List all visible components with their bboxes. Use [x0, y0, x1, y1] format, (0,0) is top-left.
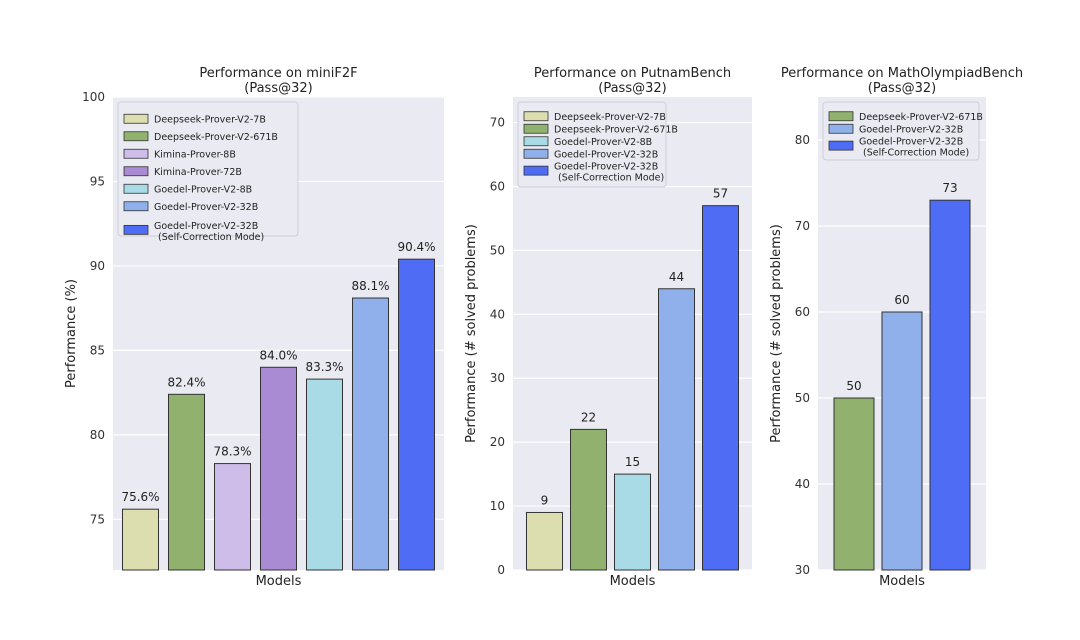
legend-label: Goedel-Prover-V2-32B (Self-Correction Mod…	[154, 221, 264, 243]
bar	[570, 428, 607, 571]
legend-label: Goedel-Prover-V2-8B	[154, 184, 252, 195]
chart-title: Performance on PutnamBench	[534, 66, 731, 81]
bar	[526, 511, 563, 571]
bar-value-label: 60	[894, 293, 909, 307]
x-axis-label: Models	[610, 574, 656, 589]
x-axis-label: Models	[256, 574, 302, 589]
chart-subtitle: (Pass@32)	[868, 81, 936, 96]
chart-panel-1: 75 80 85 90 95 100 75.6% 82.4% 78.3% 84.0% 83.3% 88…	[64, 66, 444, 589]
y-tick-label: 75	[90, 512, 105, 526]
bar-value-label: 73	[942, 181, 957, 195]
chart-subtitle: (Pass@32)	[598, 81, 666, 96]
bar-value-label: 78.3%	[213, 445, 251, 459]
legend-box	[822, 101, 980, 161]
bar-value-label: 90.4%	[397, 240, 435, 254]
bar	[352, 297, 389, 571]
y-axis-label: Performance (# solved problems)	[464, 224, 479, 443]
legend-label: Deepseek-Prover-V2-671B	[554, 124, 678, 135]
y-tick-label: 80	[795, 133, 810, 147]
bar-value-label: 84.0%	[259, 348, 297, 362]
bar-value-label: 88.1%	[351, 279, 389, 293]
legend-label: Deepseek-Prover-V2-671B	[859, 112, 983, 123]
y-tick-label: 10	[490, 499, 505, 513]
legend-swatch	[828, 123, 854, 134]
bar	[168, 393, 205, 571]
y-tick-label: 50	[490, 243, 505, 257]
legend-swatch	[523, 111, 549, 122]
bar	[614, 473, 651, 571]
legend-label: Goedel-Prover-V2-32B (Self-Correction Mod…	[859, 137, 969, 159]
bar-value-label: 83.3%	[305, 360, 343, 374]
y-tick-label: 95	[90, 174, 105, 188]
legend-label: Goedel-Prover-V2-32B	[859, 124, 963, 135]
legend-swatch	[123, 166, 149, 177]
legend-swatch	[123, 131, 149, 142]
legend-swatch	[123, 183, 149, 194]
y-tick-label: 80	[90, 428, 105, 442]
legend-label: Kimina-Prover-72B	[154, 167, 242, 178]
y-tick-label: 70	[490, 116, 505, 130]
chart-title: Performance on MathOlympiadBench	[781, 66, 1023, 81]
legend-swatch	[523, 148, 549, 159]
x-axis-label: Models	[879, 574, 925, 589]
bar	[658, 288, 695, 571]
chart-subtitle: (Pass@32)	[244, 81, 312, 96]
bar	[122, 508, 159, 571]
legend-box	[117, 101, 299, 237]
y-tick-label: 40	[490, 307, 505, 321]
legend-label: Deepseek-Prover-V2-671B	[154, 132, 278, 143]
bar-value-label: 57	[713, 187, 728, 201]
bar-value-label: 44	[669, 270, 684, 284]
legend-swatch	[523, 136, 549, 147]
legend-box	[517, 101, 667, 188]
bar	[398, 258, 435, 571]
bar-value-label: 9	[541, 493, 549, 507]
legend-swatch	[123, 201, 149, 212]
legend-swatch	[828, 111, 854, 122]
chart-title: Performance on miniF2F	[199, 66, 357, 81]
chart-panel-2: 0 10 20 30 40 50 60 70 9 22 15 44 57 Performance on P…	[464, 66, 752, 589]
legend-swatch	[123, 113, 149, 124]
bar	[702, 205, 739, 571]
legend-swatch	[828, 140, 854, 151]
bar	[214, 463, 251, 571]
y-tick-label: 30	[490, 371, 505, 385]
legend-label: Goedel-Prover-V2-32B (Self-Correction Mod…	[554, 162, 664, 184]
y-tick-label: 70	[795, 219, 810, 233]
bar-value-label: 75.6%	[121, 490, 159, 504]
bar	[929, 199, 971, 571]
y-tick-label: 90	[90, 259, 105, 273]
y-tick-label: 0	[497, 563, 505, 577]
legend-swatch	[123, 224, 149, 235]
y-tick-label: 50	[795, 391, 810, 405]
bar-value-label: 82.4%	[167, 375, 205, 389]
bar-value-label: 15	[625, 455, 640, 469]
legend-swatch	[523, 123, 549, 134]
y-tick-label: 20	[490, 435, 505, 449]
bar-value-label: 50	[846, 379, 861, 393]
bar-value-label: 22	[581, 410, 596, 424]
chart-panel-3: 30 40 50 60 70 80 50 60 73 Performance on MathOly…	[769, 66, 1023, 589]
bar	[306, 378, 343, 571]
y-tick-label: 60	[490, 179, 505, 193]
bar	[260, 366, 297, 571]
legend-swatch	[123, 148, 149, 159]
legend-swatch	[523, 165, 549, 176]
legend-label: Goedel-Prover-V2-8B	[554, 137, 652, 148]
y-tick-label: 85	[90, 343, 105, 357]
bar	[881, 311, 923, 571]
y-tick-label: 40	[795, 477, 810, 491]
bar	[833, 397, 875, 571]
y-tick-label: 30	[795, 563, 810, 577]
legend-label: Deepseek-Prover-V2-7B	[154, 114, 266, 125]
y-axis-label: Performance (# solved problems)	[769, 224, 784, 443]
legend-label: Goedel-Prover-V2-32B	[154, 202, 258, 213]
y-axis-label: Performance (%)	[64, 279, 79, 388]
legend-label: Goedel-Prover-V2-32B	[554, 149, 658, 160]
y-tick-label: 60	[795, 305, 810, 319]
legend-label: Deepseek-Prover-V2-7B	[554, 112, 666, 123]
legend-label: Kimina-Prover-8B	[154, 149, 236, 160]
y-tick-label: 100	[82, 90, 105, 104]
